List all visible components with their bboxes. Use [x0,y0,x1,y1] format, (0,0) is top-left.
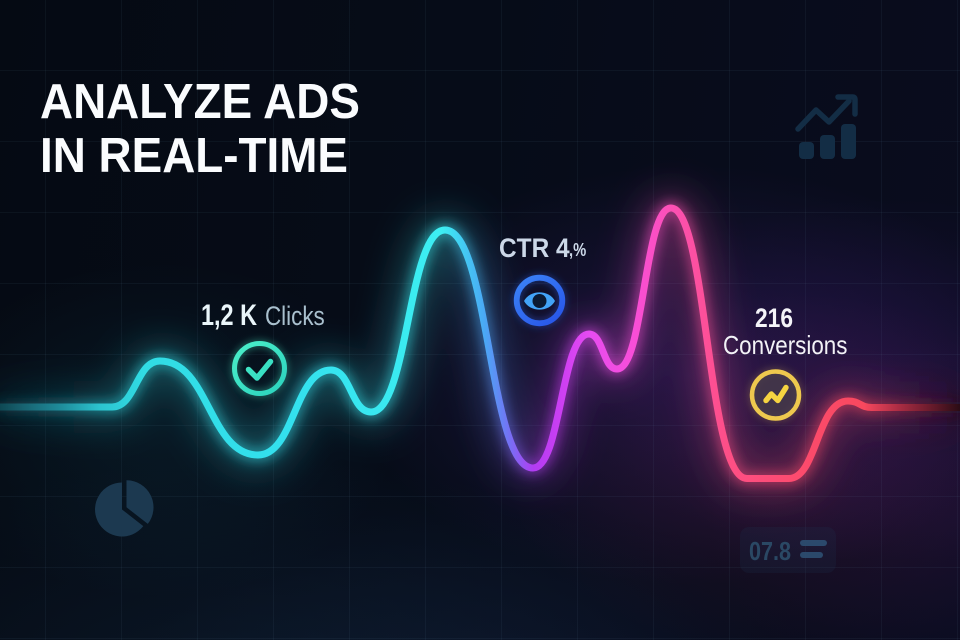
svg-text:07.8: 07.8 [749,536,791,566]
